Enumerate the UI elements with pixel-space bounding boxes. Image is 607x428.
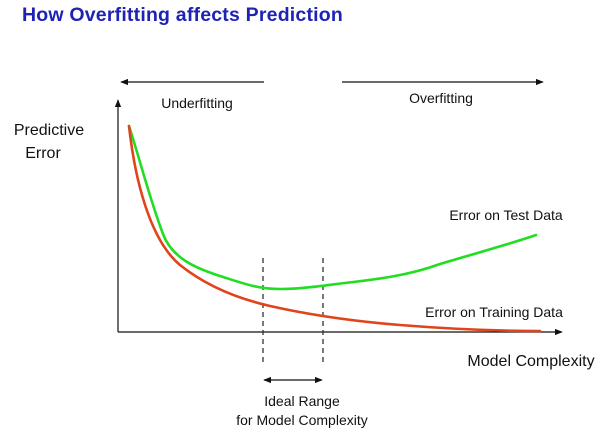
training-error-curve (127, 124, 542, 333)
x-axis-label: Model Complexity (467, 353, 594, 370)
y-axis-label-line2: Error (25, 145, 61, 162)
test-error-curve (127, 124, 538, 291)
ideal-range-label-line1: Ideal Range (264, 393, 340, 409)
training-error-label: Error on Training Data (425, 304, 563, 320)
underfitting-label: Underfitting (161, 95, 233, 111)
ideal-range-label-line2: for Model Complexity (236, 412, 368, 428)
page-title: How Overfitting affects Prediction (22, 4, 344, 26)
test-error-label: Error on Test Data (449, 207, 563, 223)
y-axis-label-line1: Predictive (14, 122, 84, 139)
overfitting-label: Overfitting (409, 90, 473, 106)
